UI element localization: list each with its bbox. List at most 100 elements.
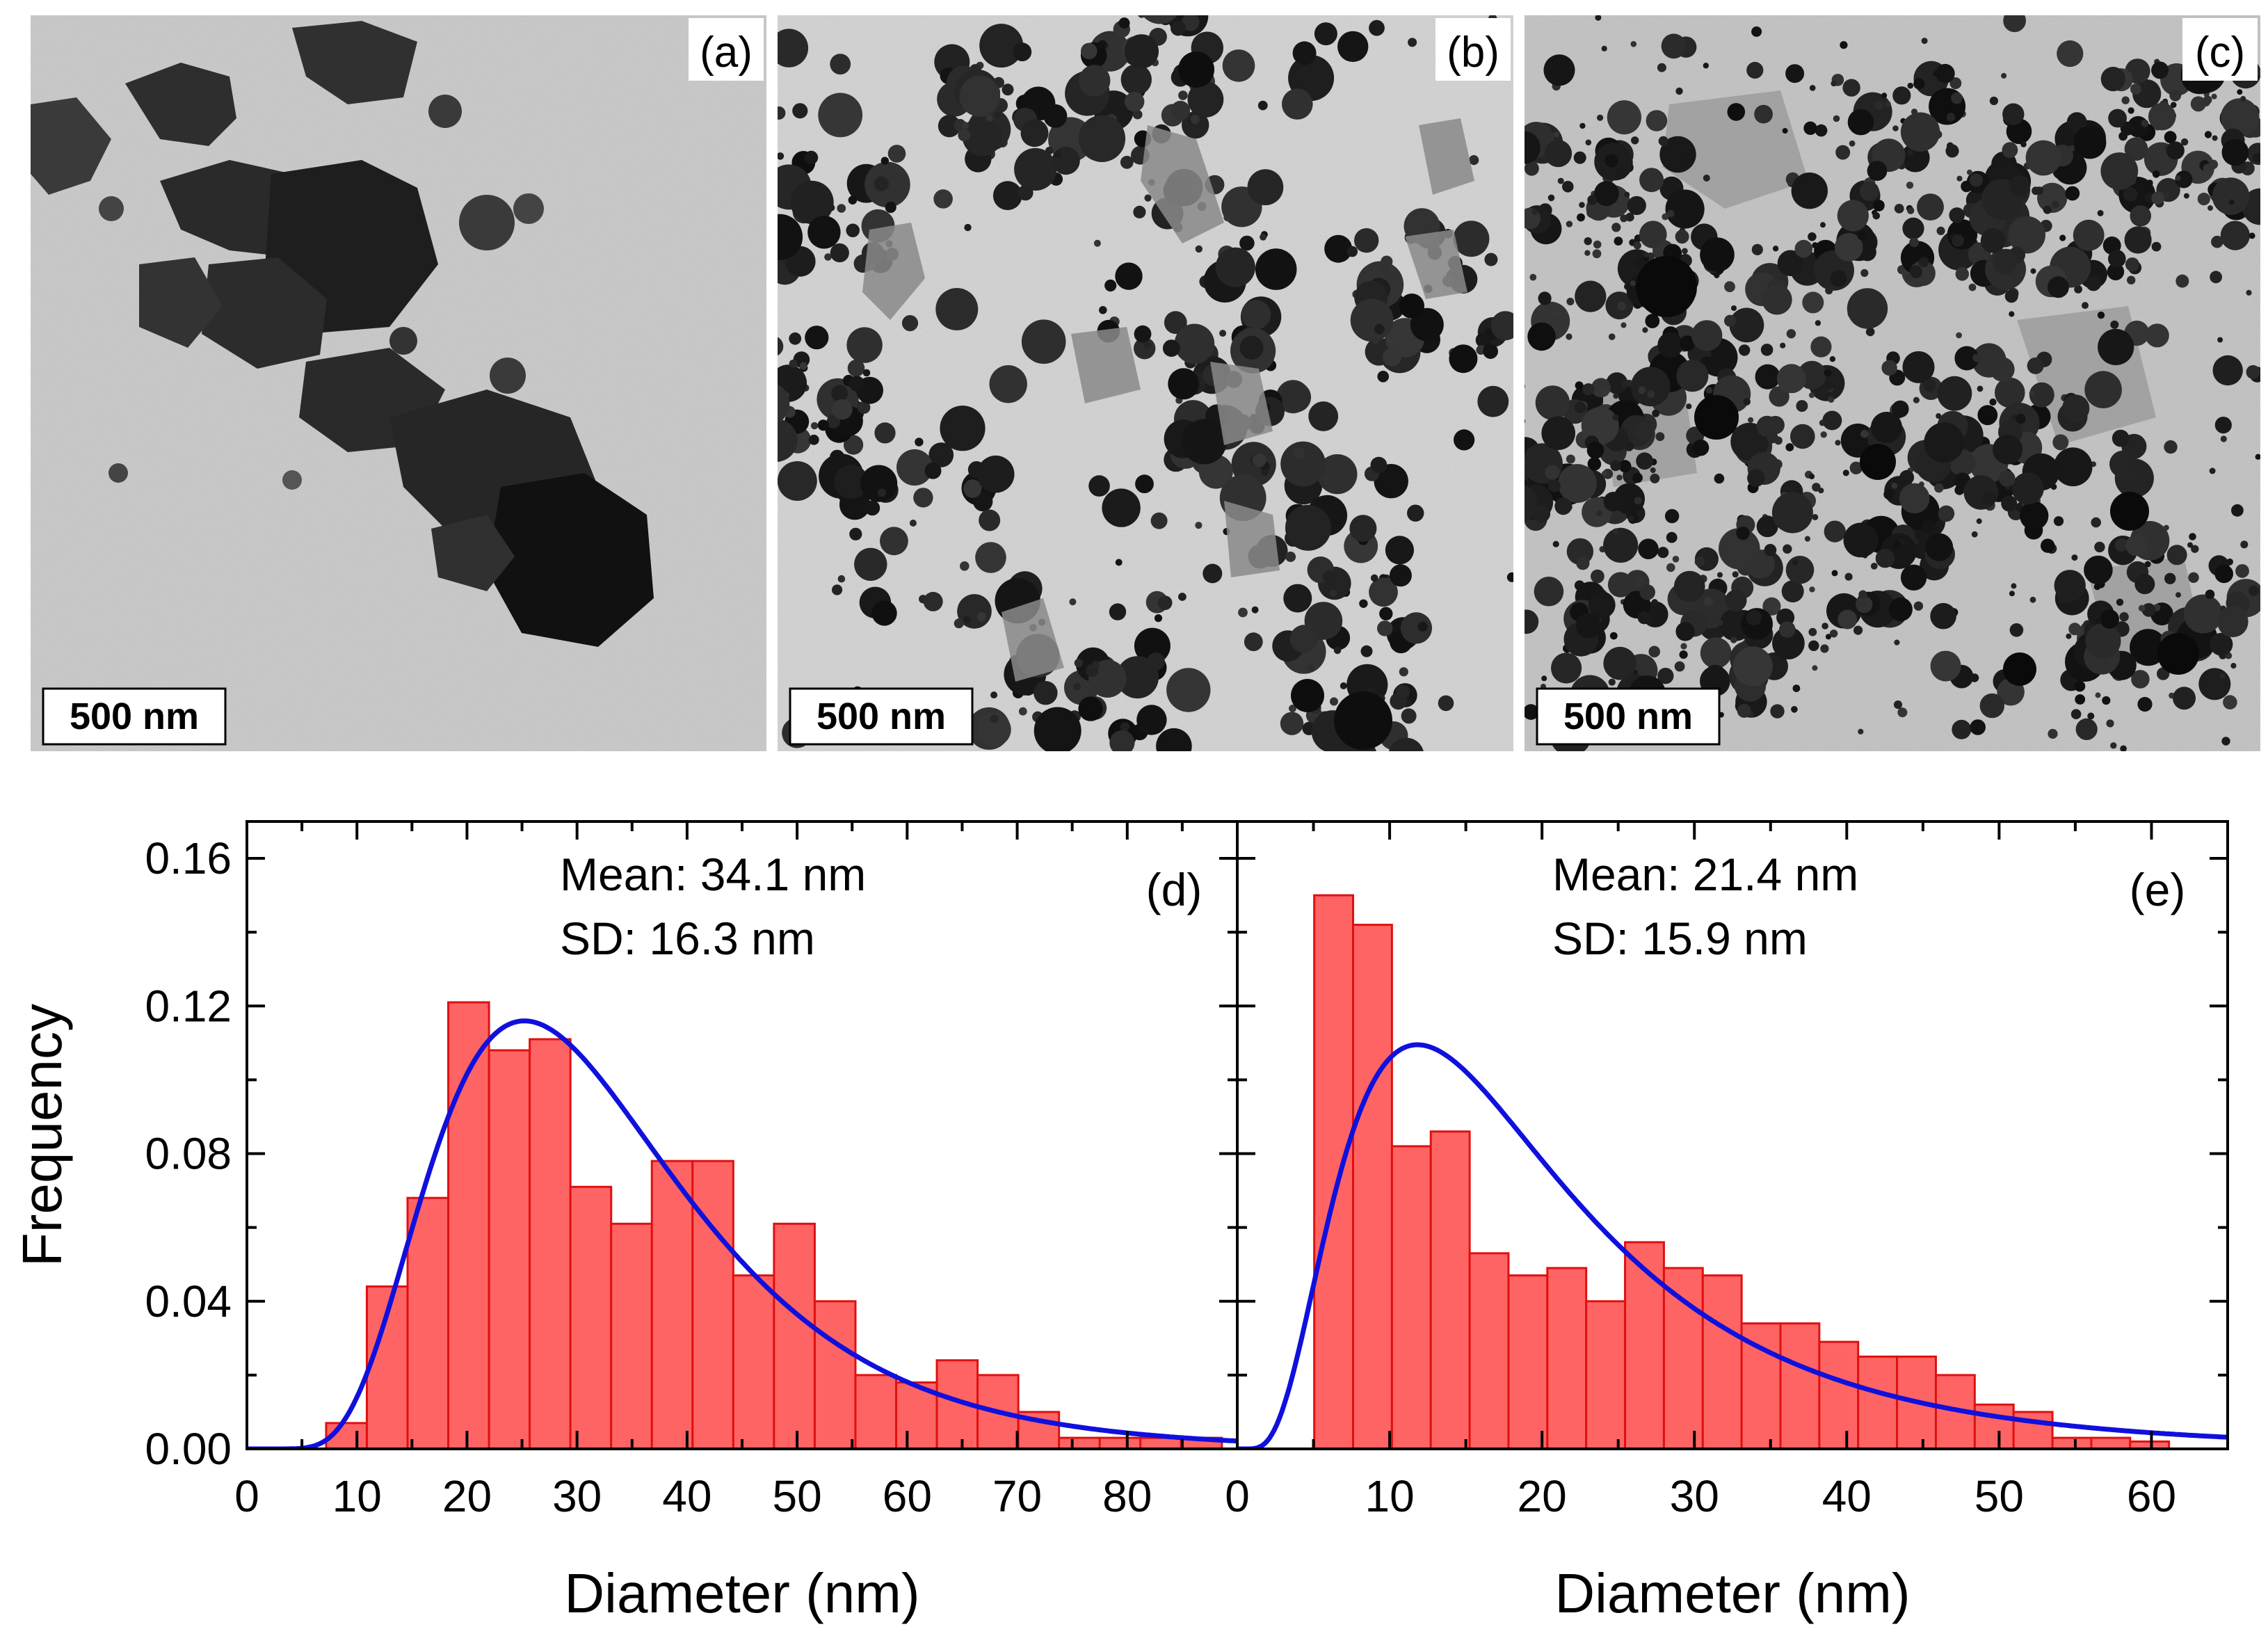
particle [2025,140,2061,176]
particle [1577,213,1585,222]
particle [1843,522,1879,558]
particle [2084,371,2122,408]
particle [1558,464,1597,503]
particle [1777,250,1804,277]
particle [2169,89,2182,102]
particle [1666,531,1678,543]
particle [1700,637,1732,669]
particle [1438,695,1454,712]
particle [2053,447,2093,487]
particle [1892,125,1899,131]
plot-frame [246,820,2229,1450]
xtick-label-d: 40 [662,1471,711,1521]
xtick-label-d: 50 [773,1471,822,1521]
particle [2124,137,2148,161]
particle [1581,407,1619,445]
particle [1579,202,1585,208]
particle [1714,473,1725,484]
bar-d-11 [773,1222,816,1449]
sd-label-d: SD: 16.3 nm [560,913,815,964]
particle [1871,412,1902,443]
particle [1601,470,1607,476]
particle [915,438,924,447]
particle [1637,611,1651,625]
particle [1618,460,1632,473]
particle [1322,570,1335,584]
particle [1557,177,1564,184]
particle [2163,524,2169,531]
particle [1195,245,1203,253]
xtick-label-d: 30 [552,1471,602,1521]
particle [1133,205,1146,218]
particle [1182,111,1209,139]
particle [1756,515,1778,538]
particle [2237,89,2243,95]
tem-label-b: (b) [1447,29,1499,77]
particle [1613,393,1619,399]
particle [1329,590,1337,598]
particle [1790,424,1815,449]
particle [1052,146,1080,175]
particle [805,326,829,350]
particle [2070,709,2082,719]
particle [2084,555,2113,585]
particle [1178,593,1187,601]
particle [2221,98,2260,137]
particle [1255,248,1297,290]
particle [1969,173,1983,187]
particle [1900,112,1940,152]
particle [1475,332,1491,348]
scale-bar-a: 500 nm [70,696,199,737]
particle [1525,161,1539,176]
particle [2221,737,2230,746]
particle [2009,175,2031,197]
particle [2120,745,2127,751]
particle [992,181,1022,211]
particle [1360,645,1373,657]
particle [1104,279,1117,292]
particle [1968,283,1977,291]
particle [923,591,943,611]
particle [2137,696,2153,712]
particle [1952,719,1972,739]
particle [1681,152,1691,163]
particle [1171,100,1191,120]
particle [2230,663,2237,669]
particle [1956,175,1963,182]
bar-e-5 [1507,1274,1549,1449]
bar-d-19 [1098,1436,1142,1449]
particle [1730,636,1737,643]
particle [1616,474,1623,481]
tem-label-box-a [689,18,764,81]
particle [2100,67,2125,92]
particle [1755,364,1780,390]
particle [976,612,986,622]
particle [1904,274,1913,282]
particle [1658,136,1668,146]
bar-d-12 [813,1300,857,1449]
particle [1381,255,1393,268]
particle [2211,235,2223,248]
particle [2211,93,2217,99]
particle [2051,200,2059,209]
particle [2188,572,2199,583]
particle [1477,385,1509,417]
particle [1820,222,1826,228]
particle [2210,271,2223,284]
particle [2114,538,2128,552]
particle [1633,422,1653,441]
particle [1700,237,1735,273]
ytick-label: 0.00 [145,1424,232,1474]
bar-e-20 [2090,1436,2132,1449]
particle [1289,625,1318,653]
particle [1936,413,1942,419]
particle [979,509,1001,531]
particle [1544,140,1573,168]
particle [847,360,865,377]
particle [808,434,819,445]
particle [2003,15,2026,33]
particle [1280,382,1312,412]
particle [2108,250,2126,268]
scale-bar-box-c [1536,687,1721,746]
particle [1102,488,1141,527]
